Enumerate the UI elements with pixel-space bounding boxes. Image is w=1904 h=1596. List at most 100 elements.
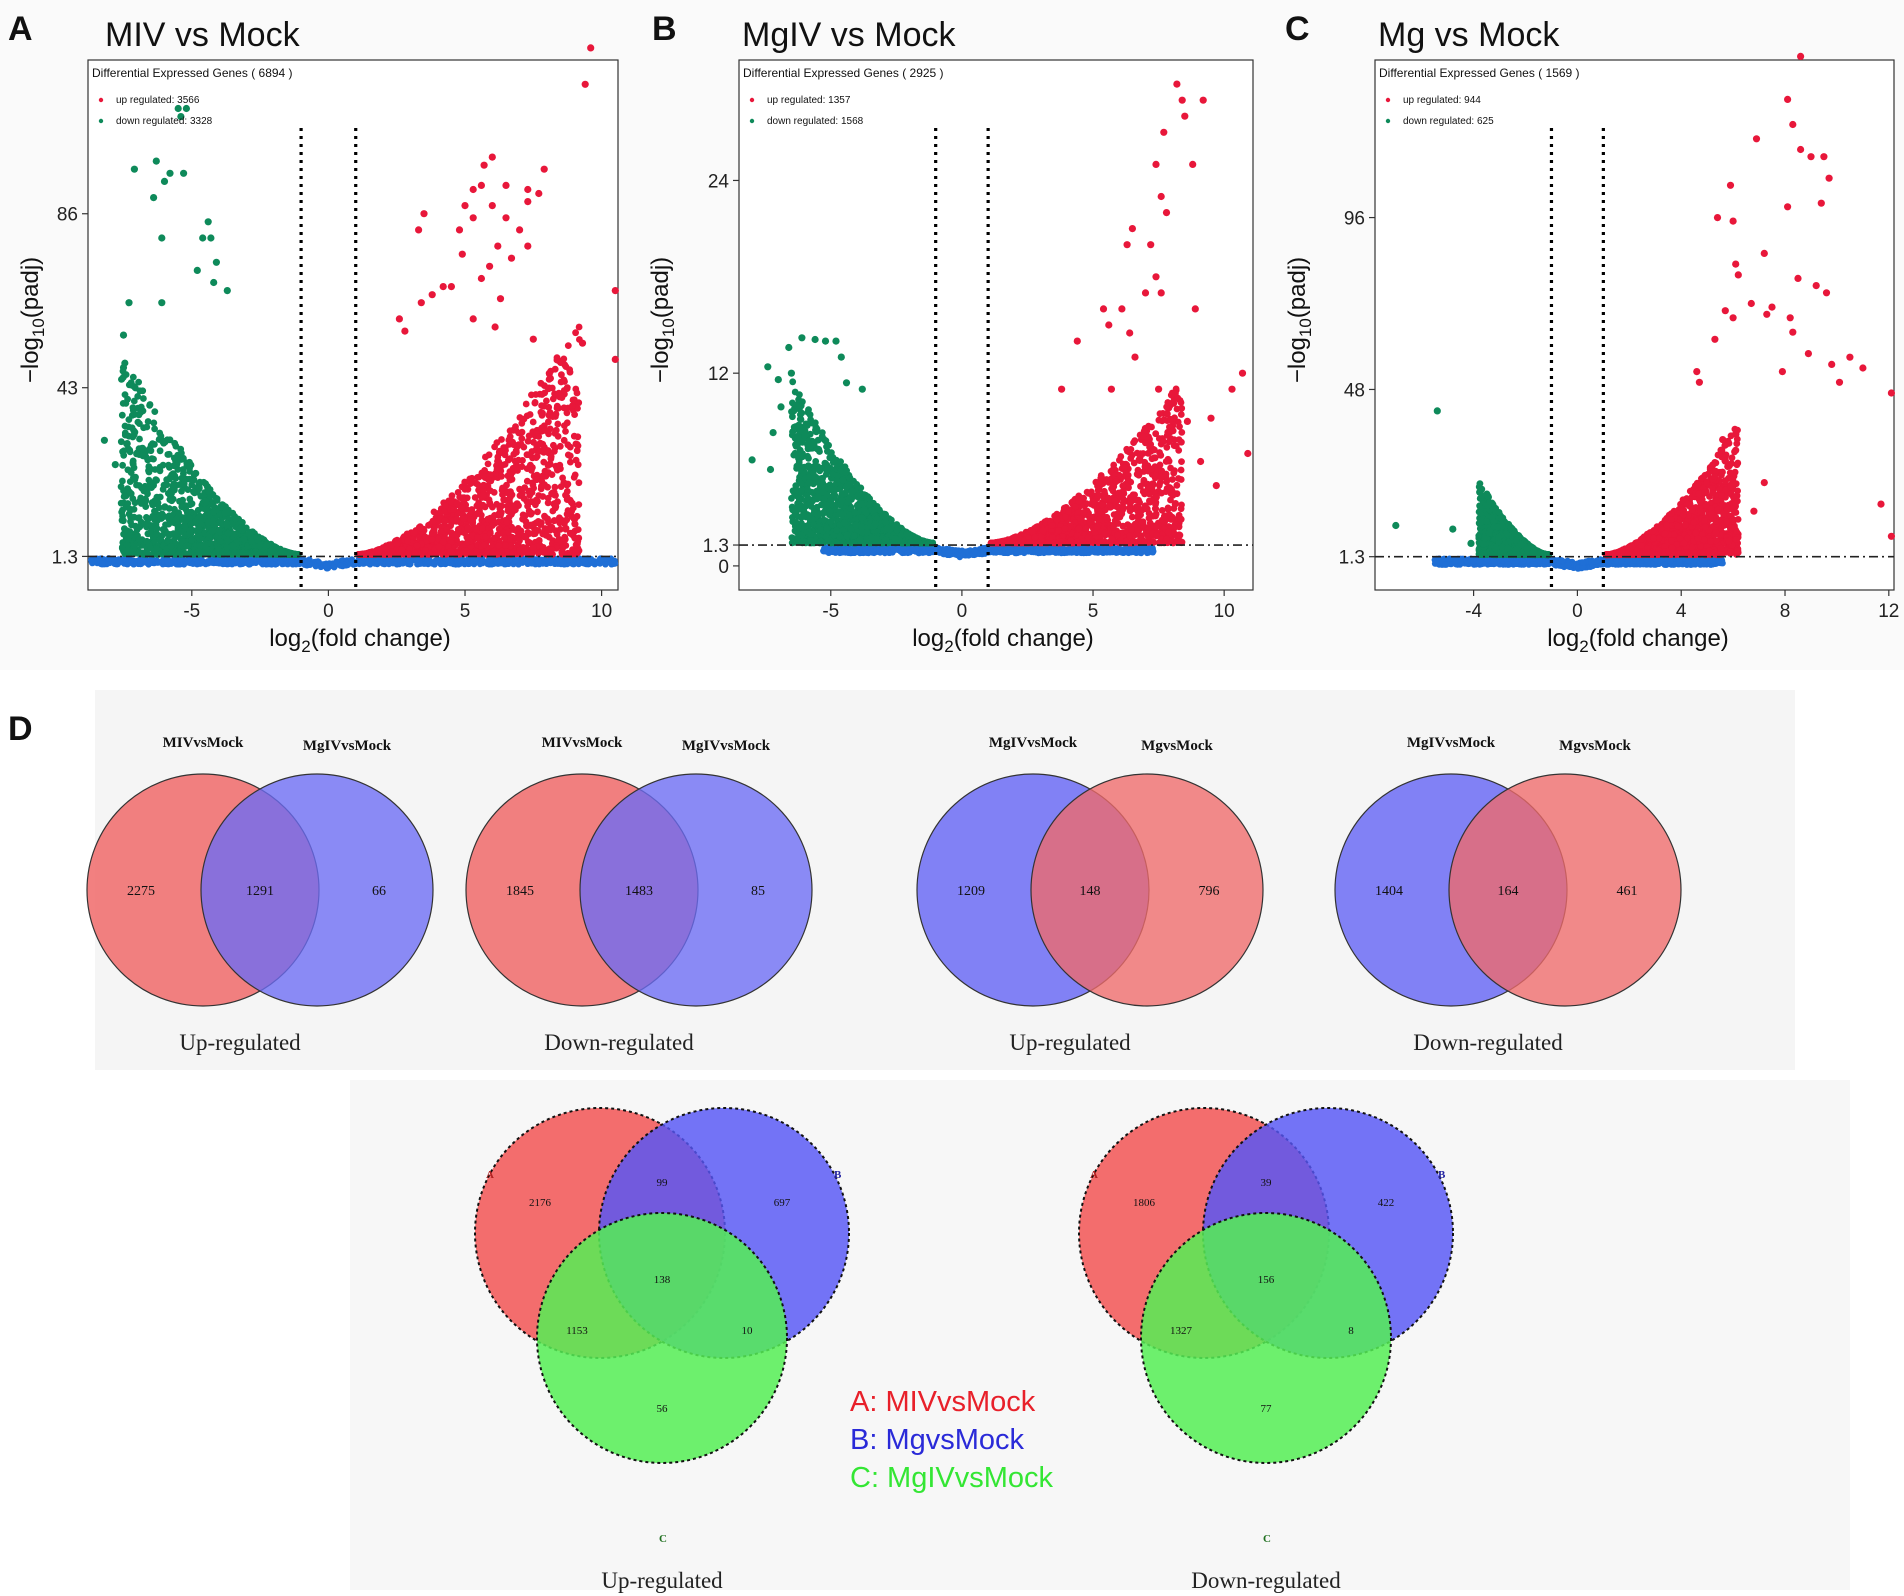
up-regulated-point — [547, 367, 555, 375]
ns-point — [1092, 549, 1099, 556]
up-regulated-point — [403, 530, 411, 538]
up-regulated-point — [524, 437, 532, 445]
up-regulated-point — [505, 528, 512, 536]
up-regulated-point — [572, 329, 579, 337]
up-regulated-point — [566, 443, 574, 451]
ns-point — [368, 558, 376, 565]
up-regulated-point — [581, 80, 589, 88]
up-regulated-point — [415, 226, 423, 234]
legend-up-marker — [98, 97, 104, 103]
down-regulated-point — [141, 520, 149, 528]
up-regulated-point — [458, 250, 466, 258]
up-regulated-point — [489, 513, 497, 521]
up-regulated-point — [564, 342, 572, 349]
up-regulated-point — [544, 462, 552, 469]
down-regulated-point — [129, 404, 137, 411]
x-tick-label: 5 — [460, 601, 471, 622]
up-regulated-point — [453, 515, 461, 523]
ns-point — [863, 549, 870, 556]
up-regulated-point — [575, 479, 583, 487]
down-regulated-point — [256, 542, 264, 550]
up-regulated-point — [375, 547, 383, 555]
up-regulated-point — [512, 423, 519, 431]
up-regulated-point — [486, 262, 494, 270]
down-regulated-point — [150, 455, 157, 463]
up-regulated-point — [562, 428, 569, 435]
down-regulated-point — [188, 537, 195, 544]
up-regulated-point — [547, 453, 555, 460]
up-regulated-point — [525, 522, 533, 529]
up-regulated-point — [519, 457, 526, 464]
down-regulated-point — [139, 387, 147, 395]
down-regulated-point — [202, 498, 210, 506]
legend-down-label: down regulated: 3328 — [116, 116, 213, 127]
down-regulated-point — [212, 258, 220, 266]
down-regulated-point — [142, 503, 150, 510]
ns-point — [519, 559, 526, 566]
up-regulated-point — [571, 411, 578, 418]
x-axis-label-a: log2(fold change) — [269, 625, 451, 656]
up-regulated-point — [398, 546, 406, 554]
ns-point — [323, 563, 330, 570]
down-regulated-point — [119, 363, 128, 372]
up-regulated-point — [450, 506, 458, 513]
up-regulated-point — [420, 210, 428, 218]
ns-point — [598, 557, 605, 564]
down-regulated-point — [150, 194, 158, 202]
up-regulated-point — [404, 537, 412, 545]
up-regulated-point — [552, 503, 560, 510]
down-regulated-point — [183, 542, 191, 550]
ns-point — [535, 559, 542, 566]
ns-point — [892, 545, 899, 553]
down-regulated-point — [140, 395, 147, 402]
up-regulated-point — [482, 453, 489, 461]
up-regulated-point — [522, 400, 530, 408]
up-regulated-point — [587, 44, 595, 52]
down-regulated-point — [173, 515, 180, 523]
ns-point — [261, 556, 268, 563]
up-regulated-point — [417, 524, 424, 532]
down-regulated-point — [205, 518, 213, 526]
up-regulated-point — [574, 537, 582, 545]
down-regulated-point — [129, 373, 137, 381]
up-regulated-point — [507, 254, 516, 262]
up-regulated-point — [541, 467, 549, 475]
panel-title-b: MgIV vs Mock — [742, 16, 956, 54]
down-regulated-point — [123, 440, 131, 447]
up-regulated-point — [540, 165, 548, 173]
up-regulated-point — [502, 542, 509, 549]
up-regulated-point — [554, 420, 562, 428]
up-regulated-point — [549, 395, 557, 403]
up-regulated-point — [526, 451, 533, 459]
up-regulated-point — [556, 525, 564, 533]
ns-point — [1013, 548, 1020, 555]
legend-down-marker — [98, 118, 104, 124]
down-regulated-point — [150, 516, 158, 523]
ns-point — [1049, 546, 1057, 553]
ns-point — [501, 561, 508, 568]
down-regulated-point — [148, 484, 155, 491]
up-regulated-point — [518, 435, 526, 442]
ns-point — [155, 559, 162, 566]
up-regulated-point — [469, 185, 477, 194]
up-regulated-point — [477, 274, 485, 283]
down-regulated-point — [186, 475, 193, 483]
down-regulated-point — [156, 429, 164, 437]
down-regulated-point — [158, 234, 166, 242]
down-regulated-point — [173, 462, 180, 469]
ns-point — [218, 556, 225, 564]
up-regulated-point — [491, 323, 499, 331]
up-regulated-point — [447, 283, 455, 291]
down-regulated-point — [218, 501, 226, 509]
up-regulated-point — [540, 402, 548, 410]
up-regulated-point — [480, 481, 488, 489]
ns-point — [904, 549, 912, 557]
up-regulated-point — [513, 448, 520, 456]
ns-point — [337, 562, 344, 569]
ns-point — [953, 551, 961, 559]
ns-point — [96, 555, 103, 563]
ns-point — [228, 559, 235, 567]
up-regulated-point — [510, 441, 517, 448]
up-regulated-point — [488, 153, 496, 161]
down-regulated-point — [130, 505, 138, 513]
